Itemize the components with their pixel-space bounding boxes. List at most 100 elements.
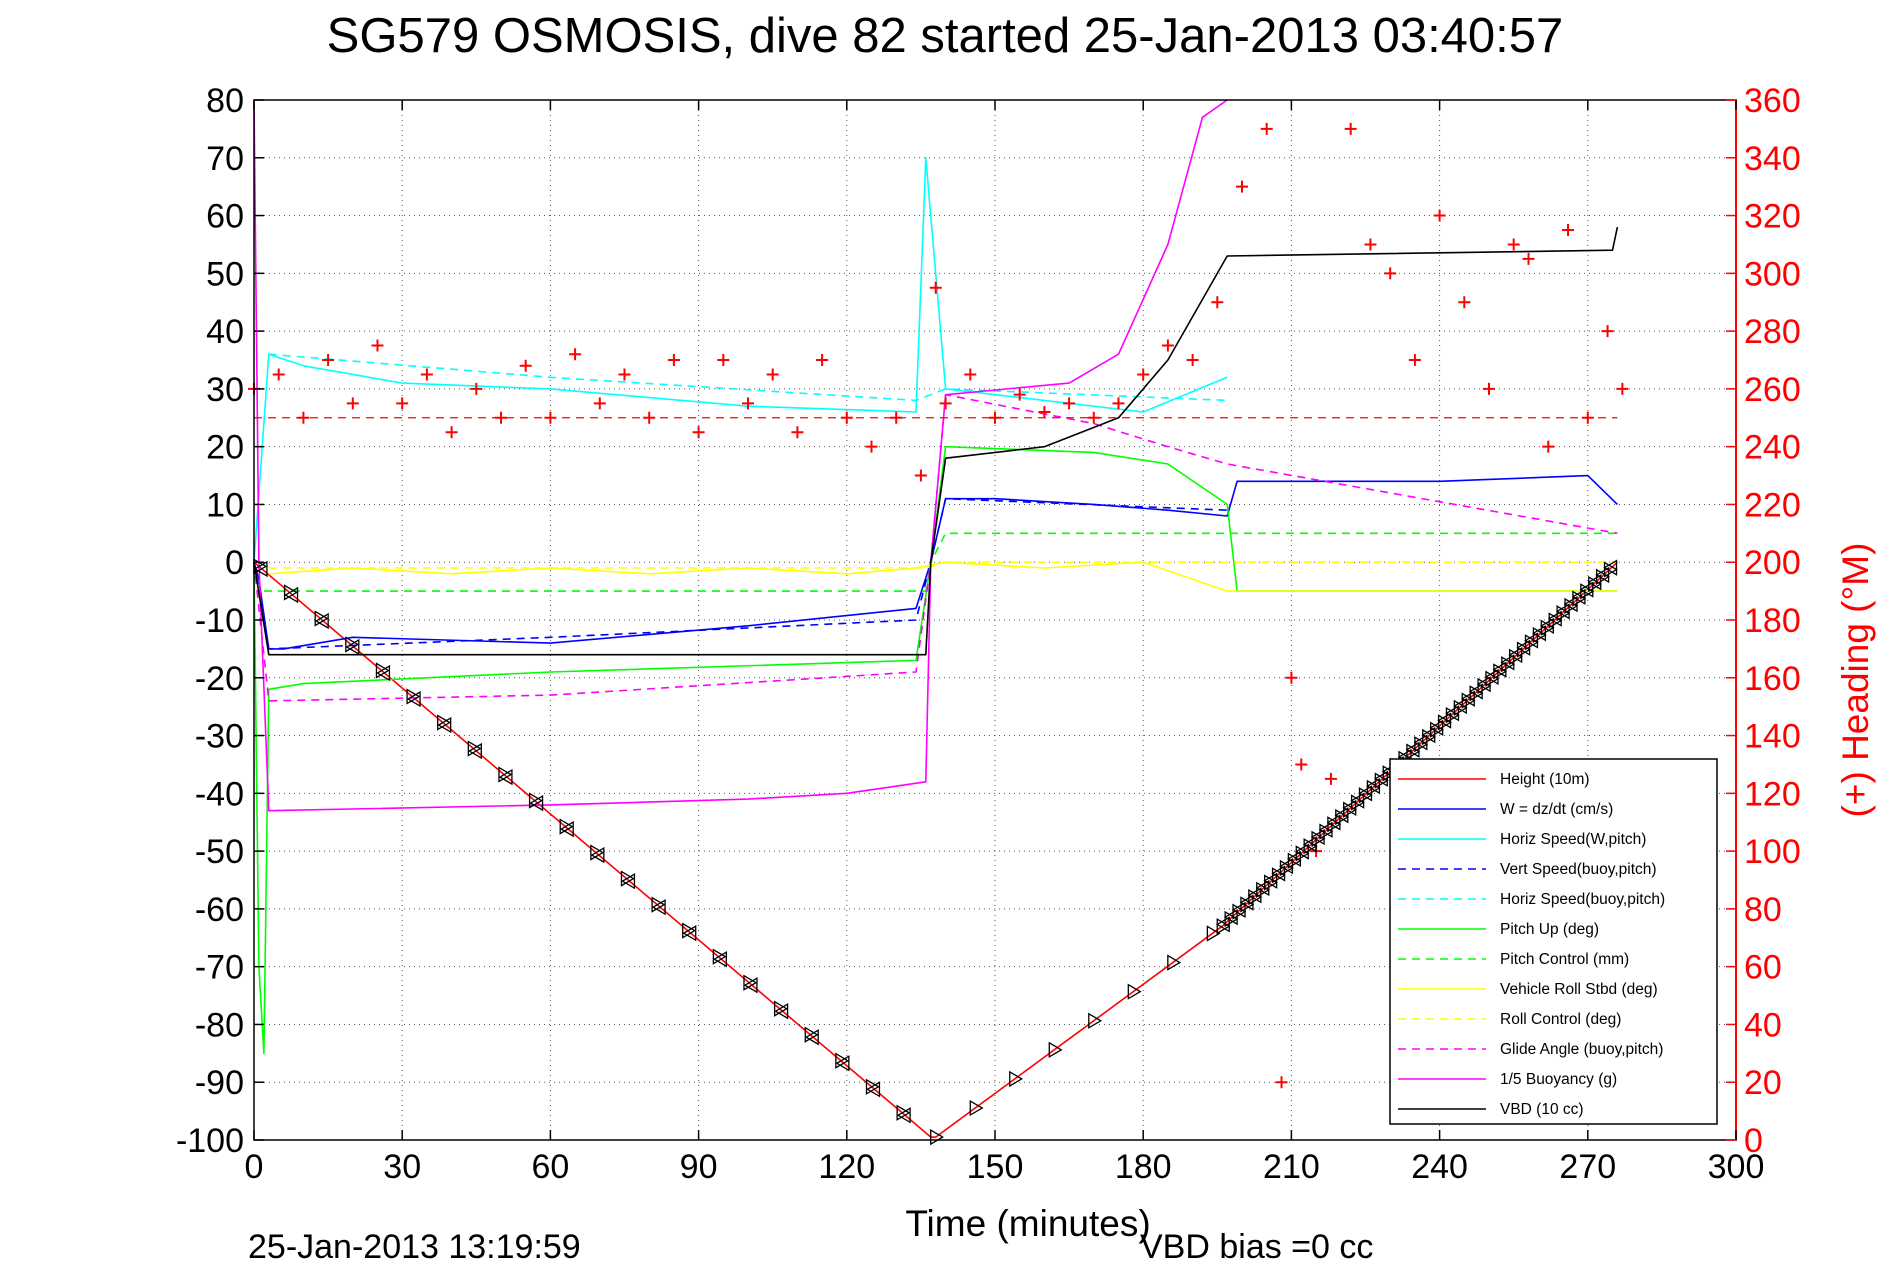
y-tick-label: -80 — [195, 1006, 244, 1044]
depth-marker — [1547, 610, 1562, 627]
depth-marker — [1223, 908, 1238, 926]
depth-marker — [743, 974, 758, 991]
y2-tick-label: 300 — [1744, 255, 1801, 293]
depth-marker — [314, 612, 329, 630]
depth-marker — [1516, 641, 1531, 658]
depth-marker — [1048, 1041, 1063, 1058]
depth-marker — [1524, 634, 1539, 651]
y-tick-label: 40 — [206, 313, 244, 351]
depth-marker — [1460, 690, 1475, 707]
x-tick-label: 240 — [1411, 1148, 1468, 1186]
y-tick-label: 30 — [206, 371, 244, 409]
depth-marker — [1335, 808, 1350, 826]
y2-tick-label: 60 — [1744, 949, 1782, 987]
heading-marker — [544, 411, 557, 424]
depth-marker — [1477, 677, 1492, 695]
depth-marker — [1231, 901, 1246, 918]
heading-marker — [1364, 238, 1377, 251]
heading-marker — [1433, 209, 1446, 222]
y2-tick-label: 180 — [1744, 602, 1801, 640]
series-roll_control — [268, 561, 1618, 569]
depth-marker — [621, 873, 636, 890]
depth-marker — [682, 922, 697, 939]
depth-marker — [1445, 706, 1460, 724]
depth-marker — [1548, 612, 1563, 629]
depth-marker — [1206, 925, 1221, 942]
legend-label-pitch_up: Pitch Up (deg) — [1500, 921, 1599, 938]
depth-marker — [590, 844, 605, 861]
depth-marker — [1167, 954, 1182, 971]
depth-marker — [969, 1099, 984, 1117]
heading-marker — [840, 411, 853, 424]
depth-marker — [1088, 1012, 1103, 1029]
depth-marker — [1405, 741, 1420, 758]
depth-marker — [283, 584, 298, 601]
depth-marker — [1555, 603, 1570, 620]
heading-marker — [1137, 368, 1150, 381]
y-tick-label: -40 — [195, 775, 244, 813]
legend-label-pitch_control: Pitch Control (mm) — [1500, 951, 1629, 968]
depth-marker — [1271, 865, 1286, 882]
heading-marker — [1038, 406, 1051, 418]
y2-tick-label: 0 — [1744, 1122, 1763, 1160]
heading-marker — [964, 368, 977, 381]
y-tick-label: -50 — [195, 833, 244, 871]
y2-axis-label: (+) Heading (°M) — [1835, 543, 1876, 818]
y-tick-label: -60 — [195, 891, 244, 929]
heading-marker — [890, 411, 903, 424]
heading-marker — [1384, 267, 1397, 280]
depth-marker — [437, 714, 451, 731]
depth-marker — [1484, 668, 1499, 686]
x-tick-label: 150 — [967, 1148, 1024, 1186]
depth-marker — [712, 948, 727, 965]
heading-marker — [1063, 397, 1076, 410]
depth-marker — [896, 1107, 911, 1124]
depth-marker — [1429, 719, 1444, 736]
depth-marker — [1572, 590, 1587, 607]
depth-marker — [1595, 566, 1610, 584]
heading-marker — [346, 397, 359, 410]
heading-marker — [1581, 411, 1594, 424]
depth-marker — [498, 766, 513, 783]
depth-marker — [1343, 801, 1357, 818]
y-tick-label: -30 — [195, 718, 244, 756]
y2-tick-label: 280 — [1744, 313, 1801, 351]
depth-marker — [1532, 625, 1547, 642]
depth-marker — [1239, 894, 1254, 911]
depth-marker — [1445, 705, 1460, 722]
depth-marker — [651, 896, 666, 913]
y-tick-label: -100 — [176, 1122, 244, 1160]
heading-marker — [495, 411, 507, 424]
x-tick-label: 60 — [531, 1148, 569, 1186]
heading-marker — [929, 281, 942, 294]
depth-marker — [1532, 626, 1547, 644]
depth-marker — [1437, 714, 1452, 731]
depth-marker — [1580, 583, 1595, 600]
heading-marker — [692, 426, 705, 439]
depth-marker — [1248, 888, 1263, 906]
y2-tick-label: 340 — [1744, 140, 1801, 178]
y2-tick-label: 260 — [1744, 371, 1801, 409]
depth-marker — [1603, 561, 1618, 578]
heading-marker — [1161, 339, 1174, 352]
heading-marker — [816, 354, 829, 366]
heading-marker — [420, 368, 433, 381]
heading-marker — [1236, 180, 1248, 193]
heading-marker — [1211, 296, 1224, 309]
heading-marker — [470, 382, 483, 395]
heading-marker — [914, 469, 927, 482]
depth-marker — [1358, 787, 1373, 804]
y2-tick-label: 80 — [1744, 891, 1782, 929]
depth-marker — [835, 1052, 850, 1069]
depth-marker — [1437, 712, 1452, 729]
y2-tick-label: 220 — [1744, 486, 1801, 524]
depth-marker — [1374, 772, 1389, 789]
y2-tick-label: 200 — [1744, 544, 1801, 582]
series-horiz_speed — [253, 157, 1228, 563]
depth-marker — [1224, 910, 1239, 928]
legend-label-vert_buoy: Vert Speed(buoy,pitch) — [1500, 861, 1657, 878]
depth-marker — [1453, 697, 1467, 715]
y-tick-label: 0 — [225, 544, 244, 582]
heading-marker — [717, 354, 730, 366]
depth-marker — [1524, 632, 1539, 649]
